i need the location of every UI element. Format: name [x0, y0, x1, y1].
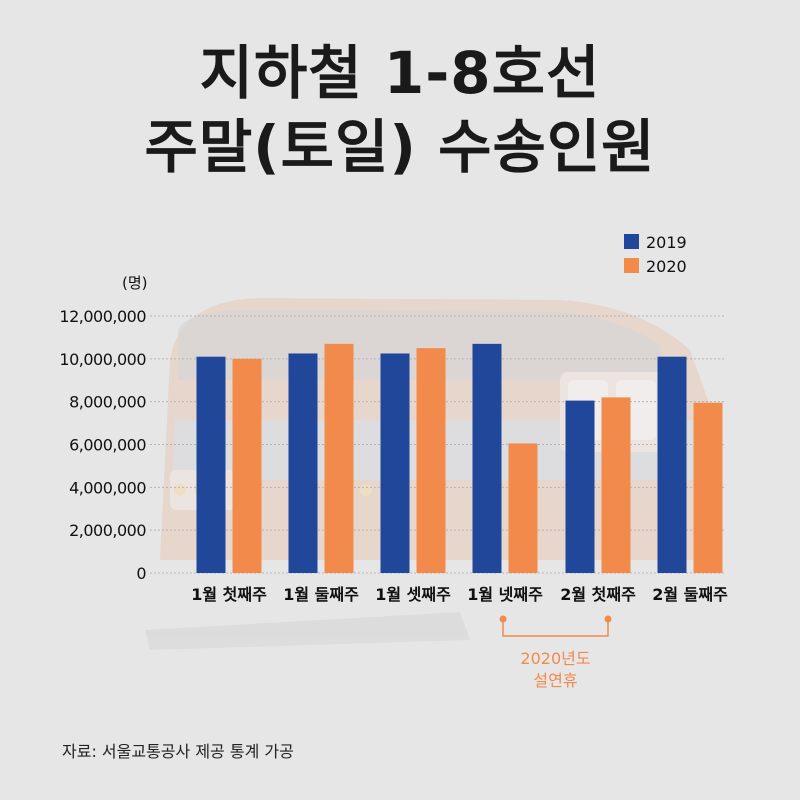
- title-line-1: 지하철 1-8호선: [199, 39, 601, 107]
- y-tick-label: 2,000,000: [69, 521, 146, 540]
- x-tick-label: 1월 둘째주: [283, 585, 359, 604]
- x-tick-label: 1월 넷째주: [467, 585, 543, 604]
- x-tick-label: 2월 첫째주: [560, 585, 636, 604]
- bar-2020-3: [508, 443, 538, 573]
- x-axis: 1월 첫째주 1월 둘째주 1월 셋째주 1월 넷째주 2월 첫째주 2월 둘째주: [191, 585, 728, 604]
- annotation-text-line2: 설연휴: [533, 671, 577, 690]
- y-tick-label: 8,000,000: [69, 393, 146, 412]
- y-axis: 0 2,000,000 4,000,000 6,000,000 8,000,000 10,…: [59, 274, 147, 583]
- annotation-bracket: [502, 619, 609, 637]
- bar-2020-4: [601, 397, 631, 573]
- title-line-2: 주말(토일) 수송인원: [144, 113, 656, 181]
- bar-2020-0: [232, 358, 262, 573]
- bar-2019-4: [565, 400, 595, 573]
- bar-2019-5: [657, 356, 687, 573]
- chart-legend: 2019 2020: [624, 233, 687, 276]
- chart-bars: [196, 343, 723, 573]
- legend-label: 2020: [646, 257, 687, 276]
- y-axis-unit-label: (명): [122, 274, 148, 292]
- bar-2020-2: [416, 348, 446, 573]
- bar-2020-5: [693, 402, 723, 573]
- bar-2020-1: [324, 343, 354, 573]
- y-tick-label: 12,000,000: [59, 307, 146, 326]
- y-tick-label: 4,000,000: [69, 478, 146, 497]
- source-note: 자료: 서울교통공사 제공 통계 가공: [62, 742, 294, 761]
- bar-2019-3: [472, 343, 502, 573]
- x-tick-label: 2월 둘째주: [652, 585, 728, 604]
- legend-swatch-2019: [624, 234, 639, 249]
- bar-2019-1: [288, 353, 318, 573]
- y-tick-label: 6,000,000: [69, 436, 146, 455]
- annotation-text-line1: 2020년도: [520, 649, 590, 668]
- bar-2019-2: [380, 353, 410, 573]
- y-tick-label: 0: [136, 564, 146, 583]
- x-tick-label: 1월 첫째주: [191, 585, 267, 604]
- legend-swatch-2020: [624, 258, 639, 273]
- x-tick-label: 1월 셋째주: [375, 585, 451, 604]
- y-tick-label: 10,000,000: [59, 350, 146, 369]
- legend-label: 2019: [646, 233, 687, 252]
- bar-2019-0: [196, 356, 226, 573]
